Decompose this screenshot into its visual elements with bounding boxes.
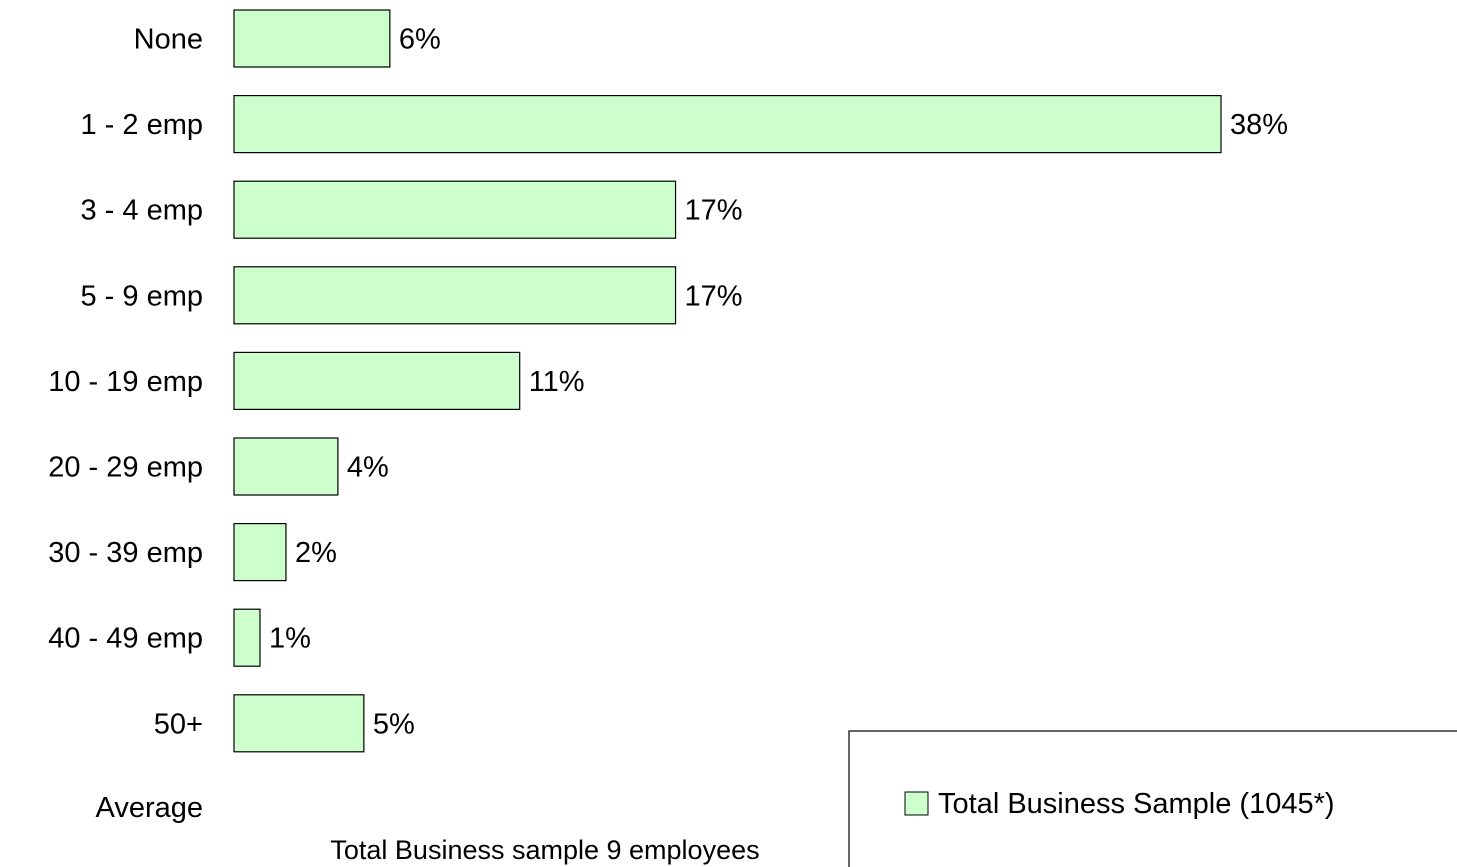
category-label: 20 - 29 emp bbox=[48, 452, 203, 484]
bar bbox=[233, 694, 365, 753]
bar bbox=[233, 522, 287, 582]
data-label: 17% bbox=[685, 195, 743, 227]
category-label: 40 - 49 emp bbox=[48, 623, 203, 655]
bar bbox=[233, 437, 339, 496]
data-label: 4% bbox=[347, 452, 389, 484]
category-label: 10 - 19 emp bbox=[48, 366, 203, 398]
average-category-label: Average bbox=[96, 792, 204, 824]
average-annotation: Total Business sample 9 employees bbox=[330, 835, 759, 865]
category-label: 30 - 39 emp bbox=[48, 537, 203, 569]
bar bbox=[233, 9, 391, 68]
data-label: 17% bbox=[685, 280, 743, 312]
data-label: 5% bbox=[373, 708, 415, 740]
bars-layer bbox=[233, 9, 1222, 753]
data-label: 6% bbox=[399, 24, 441, 56]
category-label: None bbox=[134, 24, 203, 56]
data-label: 38% bbox=[1230, 109, 1288, 141]
legend-box bbox=[848, 730, 1457, 867]
category-label: 50+ bbox=[154, 708, 203, 740]
category-label: 5 - 9 emp bbox=[81, 280, 204, 312]
data-label: 2% bbox=[295, 537, 337, 569]
legend: Total Business Sample (1045*) bbox=[848, 730, 1457, 867]
bar bbox=[233, 608, 261, 667]
bar bbox=[233, 351, 521, 410]
category-label: 1 - 2 emp bbox=[81, 109, 204, 141]
bar bbox=[233, 180, 677, 239]
bar bbox=[233, 266, 677, 325]
bar bbox=[233, 94, 1222, 154]
data-label: 11% bbox=[529, 366, 585, 398]
legend-swatch bbox=[904, 791, 929, 816]
data-label: 1% bbox=[269, 623, 311, 655]
labels-layer: None 6% 1 - 2 emp 38% 3 - 4 emp 17% 5 - 9 emp 1… bbox=[48, 24, 1288, 741]
category-label: 3 - 4 emp bbox=[81, 195, 204, 227]
legend-label: Total Business Sample (1045*) bbox=[938, 788, 1335, 820]
